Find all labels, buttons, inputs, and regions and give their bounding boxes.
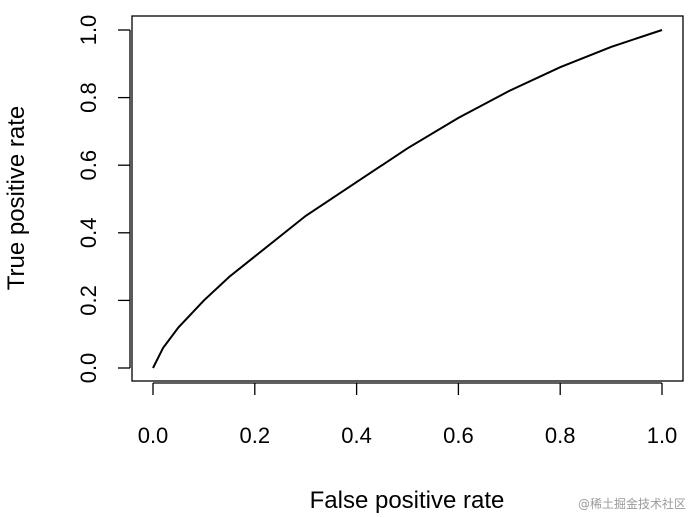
roc-curve — [152, 29, 663, 369]
y-tick-label: 0.2 — [76, 285, 101, 316]
x-tick-label: 1.0 — [647, 423, 678, 448]
x-tick-label: 0.4 — [341, 423, 372, 448]
y-axis-title: True positive rate — [3, 106, 30, 291]
y-tick-label: 0.8 — [76, 82, 101, 113]
x-tick-label: 0.2 — [240, 423, 271, 448]
y-tick-label: 0.6 — [76, 150, 101, 181]
x-axis-title: False positive rate — [310, 487, 505, 514]
y-tick-label: 0.4 — [76, 218, 101, 249]
x-tick-label: 0.6 — [443, 423, 474, 448]
y-axis: 0.0 0.2 0.4 0.6 0.8 1.0 — [76, 15, 131, 384]
x-axis: 0.0 0.2 0.4 0.6 0.8 1.0 — [138, 382, 678, 448]
plot-frame — [131, 15, 684, 382]
x-tick-label: 0.0 — [138, 423, 169, 448]
y-tick-label: 1.0 — [76, 15, 101, 46]
y-tick-label: 0.0 — [76, 353, 101, 384]
watermark-text: @稀土掘金技术社区 — [578, 496, 686, 511]
x-tick-label: 0.8 — [545, 423, 576, 448]
